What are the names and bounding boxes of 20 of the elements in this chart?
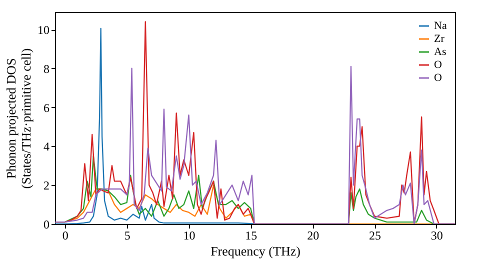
legend-label: O: [434, 72, 442, 84]
x-tick-label: 0: [62, 228, 68, 242]
x-axis-title: Frequency (THz): [210, 244, 300, 258]
y-tick-label: 0: [44, 218, 50, 232]
x-tick-label: 25: [369, 228, 382, 242]
x-tick-label: 15: [245, 228, 258, 242]
x-tick-label: 5: [124, 228, 130, 242]
legend-label: Na: [434, 20, 447, 32]
y-tick-label: 10: [38, 23, 50, 38]
x-tick-label: 10: [183, 228, 196, 242]
y-tick-label: 4: [44, 140, 50, 154]
y-tick-label: 6: [44, 100, 50, 115]
x-tick-label: 20: [307, 228, 320, 242]
x-tick-label: 30: [430, 228, 443, 242]
legend-label: As: [434, 46, 446, 58]
legend-label: O: [434, 59, 442, 71]
legend-label: Zr: [434, 33, 445, 45]
y-axis-title: Phonon projected DOS (States/THz·primitive cell): [4, 48, 34, 189]
y-tick-label: 2: [44, 178, 50, 193]
y-tick-label: 8: [44, 62, 50, 76]
